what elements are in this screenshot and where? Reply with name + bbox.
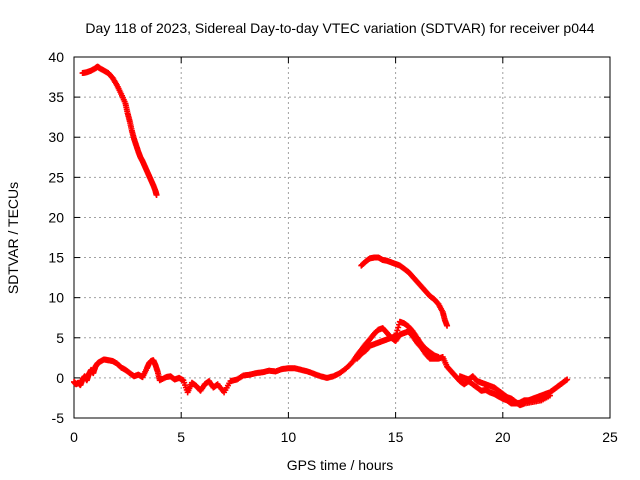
data-point [435, 354, 442, 361]
data-point [546, 392, 553, 399]
plot-frame [73, 56, 611, 419]
grid [74, 57, 610, 418]
x-axis-label: GPS time / hours [287, 457, 394, 473]
y-tick-label: 20 [48, 209, 64, 225]
x-tick-labels: 0 5 10 15 20 25 [70, 429, 618, 445]
data-point [153, 191, 160, 198]
y-tick-label: 5 [56, 330, 64, 346]
chart-title: Day 118 of 2023, Sidereal Day-to-day VTE… [85, 20, 594, 36]
y-tick-label: 15 [48, 250, 64, 266]
y-tick-label: 0 [56, 370, 64, 386]
x-tick-label: 25 [602, 429, 618, 445]
x-tick-label: 15 [388, 429, 404, 445]
series-high-arc [79, 63, 160, 198]
x-tick-label: 0 [70, 429, 78, 445]
x-tick-label: 5 [177, 429, 185, 445]
series-mid-arc [358, 254, 451, 329]
data-point [395, 324, 402, 331]
y-tick-label: 35 [48, 89, 64, 105]
y-tick-label: 10 [48, 290, 64, 306]
y-tick-label: -5 [52, 410, 65, 426]
axis-ticks [73, 56, 611, 419]
series-low-band-lower [456, 373, 553, 409]
y-tick-label: 30 [48, 129, 64, 145]
y-tick-label: 40 [48, 49, 64, 65]
x-tick-label: 20 [495, 429, 511, 445]
data-point [444, 322, 451, 329]
x-tick-label: 10 [281, 429, 297, 445]
data-point [564, 376, 571, 383]
y-tick-label: 25 [48, 169, 64, 185]
data-point [393, 330, 400, 337]
y-axis-label: SDTVAR / TECUs [5, 182, 21, 294]
data-point [394, 327, 401, 334]
series-low-band-upper [354, 318, 442, 362]
y-tick-labels: -5 0 5 10 15 20 25 30 35 40 [48, 49, 64, 426]
data-point [392, 333, 399, 340]
data-series [71, 63, 571, 409]
